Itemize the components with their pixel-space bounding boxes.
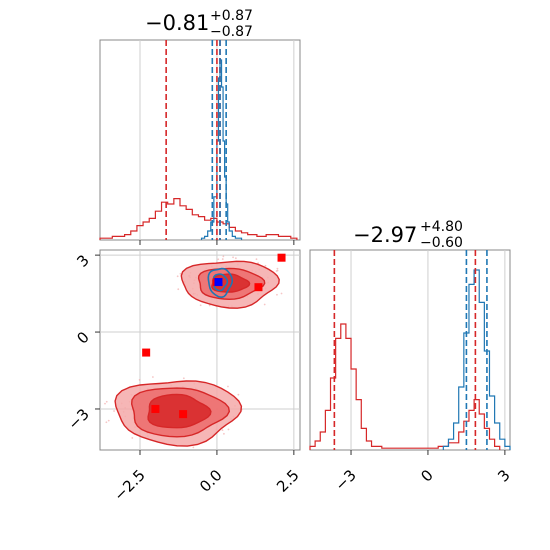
marginal-y-ticks: −3 0 3	[331, 450, 514, 494]
marginal-y-title-plus: +4.80	[420, 219, 463, 235]
scatter-point	[131, 437, 134, 439]
scatter-point	[232, 256, 234, 259]
scatter-point	[280, 292, 283, 295]
scatter-point	[199, 304, 202, 307]
square-marker	[214, 278, 223, 287]
y-tick-label: 3	[73, 251, 92, 270]
x-tick-label: 0.0	[196, 466, 226, 496]
scatter-point	[222, 255, 225, 258]
marginal-x-title-minus: −0.87	[210, 24, 253, 40]
scatter-point	[223, 432, 225, 435]
x-tick-label: 0	[417, 466, 436, 485]
y-tick-label: −3	[64, 405, 92, 433]
marginal-x-panel: −0.81 +0.87 −0.87	[99, 8, 301, 245]
x-tick-label: 3	[494, 466, 513, 485]
marginal-y-quantile-lines	[333, 250, 488, 450]
histogram-series	[309, 323, 501, 450]
joint-panel: −2.5 0.0 2.5 3 0 −3	[64, 249, 303, 505]
scatter-point	[276, 267, 279, 270]
scatter-point	[179, 272, 182, 275]
scatter-point	[217, 258, 220, 261]
x-tick-label: 2.5	[273, 466, 303, 496]
scatter-point	[151, 376, 154, 378]
x-tick-label: −3	[331, 466, 359, 494]
square-marker	[179, 410, 188, 419]
marginal-x-title-value: −0.81	[145, 11, 209, 35]
marginal-y-title-minus: −0.60	[420, 235, 463, 251]
scatter-point	[176, 275, 179, 278]
marginal-y-frame	[309, 249, 511, 451]
scatter-point	[227, 428, 230, 431]
scatter-point	[177, 288, 180, 291]
marginal-x-title: −0.81	[145, 11, 209, 35]
marginal-y-title-value: −2.97	[353, 223, 417, 247]
scatter-point	[255, 258, 258, 261]
marginal-x-quantile-lines	[165, 40, 227, 240]
marginal-x-histograms	[99, 59, 298, 240]
scatter-point	[105, 421, 108, 424]
scatter-point	[276, 293, 278, 296]
square-marker	[142, 348, 151, 357]
scatter-point	[234, 257, 237, 260]
scatter-point	[138, 379, 141, 381]
marginal-y-title: −2.97	[353, 223, 417, 247]
marginal-x-title-plus: +0.87	[210, 8, 253, 24]
scatter-point	[208, 304, 211, 307]
joint-markers	[142, 253, 286, 419]
scatter-point	[192, 446, 195, 449]
scatter-point	[263, 303, 266, 306]
contour-blue	[207, 267, 233, 299]
marginal-y-histograms	[309, 269, 511, 450]
marginal-y-grid	[350, 250, 506, 450]
square-marker	[277, 253, 286, 262]
histogram-series	[442, 269, 511, 450]
histogram-series	[200, 59, 243, 240]
joint-frame	[99, 249, 301, 451]
histogram-series	[99, 198, 298, 240]
marginal-y-panel: −3 0 3 −2.97 +4.80 −0.60	[309, 219, 514, 494]
y-tick-label: 0	[73, 328, 92, 347]
marginal-x-frame	[99, 39, 301, 241]
x-tick-label: −2.5	[110, 466, 148, 504]
scatter-point	[221, 429, 224, 432]
scatter-point	[276, 269, 279, 272]
square-marker	[254, 283, 263, 292]
scatter-point	[182, 377, 185, 380]
marginal-x-ticks	[139, 240, 295, 245]
scatter-point	[237, 393, 240, 396]
scatter-point	[105, 400, 108, 403]
square-marker	[151, 404, 160, 413]
scatter-point	[113, 410, 115, 412]
scatter-point	[221, 258, 224, 260]
scatter-point	[104, 402, 106, 405]
scatter-point	[264, 264, 267, 267]
scatter-point	[227, 385, 229, 388]
scatter-point	[107, 419, 110, 422]
